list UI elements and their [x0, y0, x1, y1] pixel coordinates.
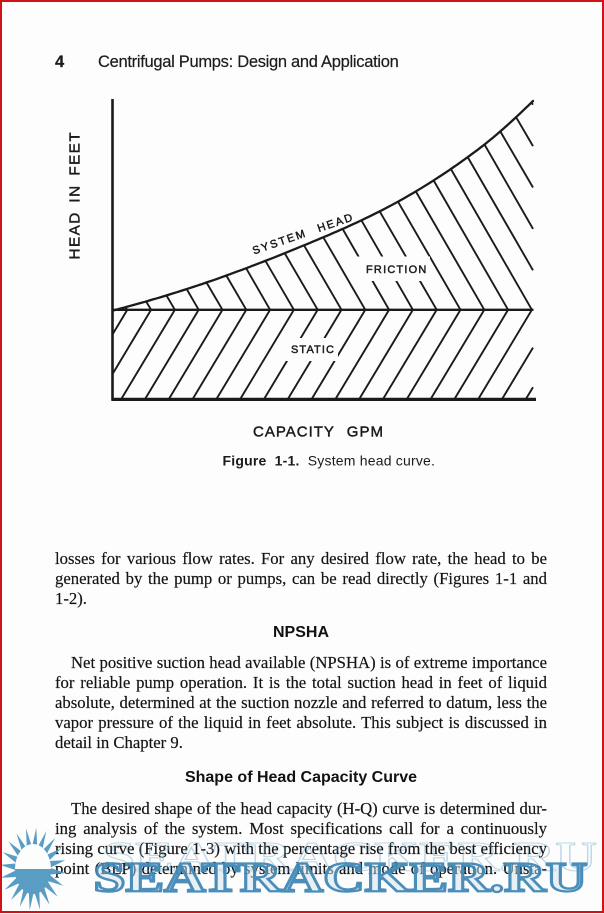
svg-text:FRICTION: FRICTION	[366, 264, 428, 276]
svg-text:STATIC: STATIC	[291, 344, 335, 356]
svg-text:Figure 1-1. System head curv: Figure 1-1. System head curve.	[223, 453, 436, 469]
svg-text:HEAD IN FEET: HEAD IN FEET	[67, 131, 84, 260]
svg-text:SEATRACKER.RU: SEATRACKER.RU	[94, 854, 588, 901]
svg-text:CAPACITY GPM: CAPACITY GPM	[253, 424, 384, 441]
svg-text:SYSTEM HEAD: SYSTEM HEAD	[251, 211, 356, 257]
svg-text:SEATRACKER.RU: SEATRACKER.RU	[103, 834, 597, 881]
